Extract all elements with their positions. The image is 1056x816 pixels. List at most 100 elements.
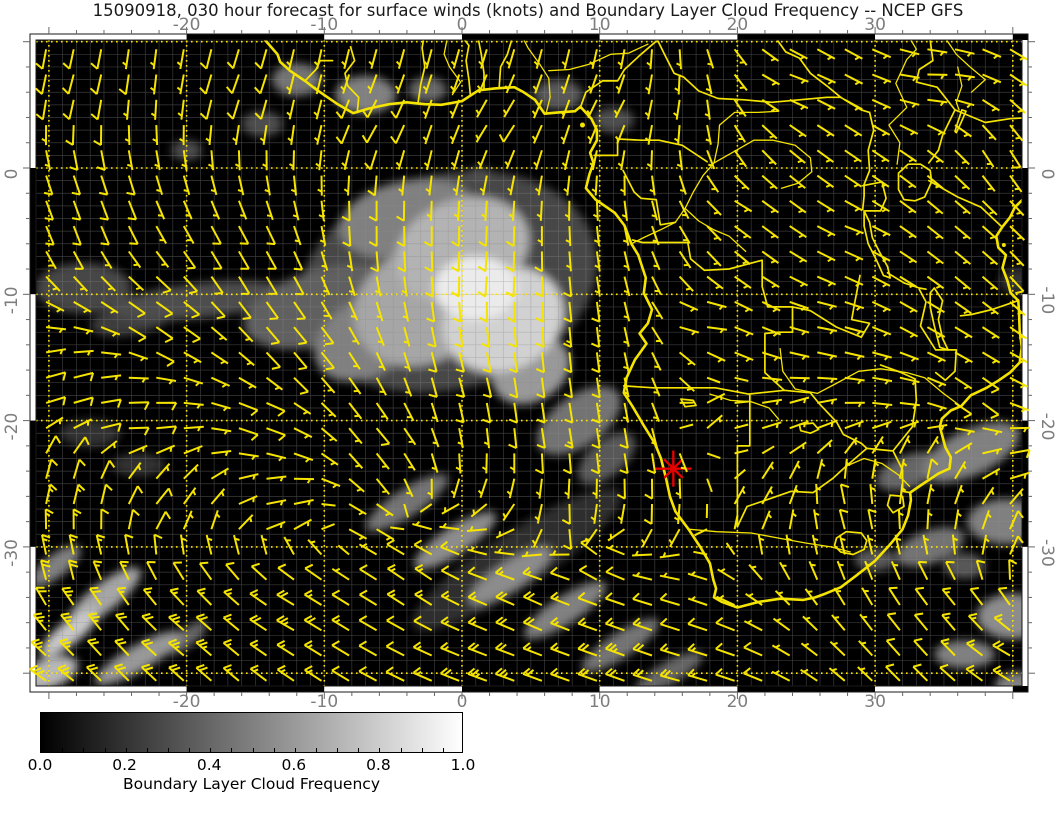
wind-barb: [789, 441, 807, 455]
wind-barb: [249, 664, 268, 682]
wind-barb: [733, 174, 750, 191]
wind-barb: [563, 276, 573, 298]
wind-barb: [761, 510, 773, 530]
country-border: [463, 40, 472, 96]
wind-barb: [965, 664, 984, 682]
frame-segment: [36, 34, 49, 40]
colorbar-minor-tick: [167, 748, 169, 752]
wind-barb: [734, 449, 749, 455]
wind-barb: [997, 586, 1011, 606]
wind-barb: [331, 589, 350, 606]
wind-barb: [534, 276, 544, 298]
wind-barb: [155, 487, 173, 505]
wind-barb: [40, 559, 51, 580]
wind-barb: [182, 250, 197, 270]
wind-barb: [646, 453, 657, 475]
wind-barb: [238, 225, 250, 245]
wind-barb: [561, 150, 571, 171]
wind-barb: [86, 663, 102, 682]
lake-outline: [897, 163, 933, 202]
wind-barb: [307, 539, 323, 556]
wind-barb: [828, 667, 846, 682]
wind-barb: [587, 74, 598, 94]
wind-barb: [672, 99, 681, 120]
wind-barb: [181, 150, 188, 171]
wind-barb: [453, 200, 461, 221]
wind-barb: [922, 534, 930, 555]
wind-barb: [564, 428, 574, 449]
bottom-axis-label: -10: [310, 692, 338, 712]
cloud-blob: [36, 655, 78, 686]
wind-barb: [177, 99, 185, 120]
wind-barb: [733, 99, 747, 117]
wind-barb: [101, 374, 122, 381]
wind-barb: [604, 667, 625, 682]
wind-barb: [196, 587, 213, 606]
wind-barb: [113, 663, 130, 682]
frame-segment: [30, 420, 36, 547]
wind-barb: [93, 125, 103, 146]
wind-barb: [522, 667, 543, 682]
wind-barb: [706, 326, 728, 334]
colorbar-minor-tick: [125, 748, 127, 752]
wind-barb: [1009, 225, 1026, 241]
colorbar-minor-tick: [400, 748, 402, 752]
wind-barb: [403, 503, 409, 518]
wind-barb: [368, 200, 378, 222]
right-axis-label: 0: [1037, 169, 1056, 180]
wind-barb: [479, 301, 489, 323]
wind-barb: [954, 427, 975, 436]
left-axis-label: -20: [2, 413, 22, 441]
wind-barb: [561, 503, 571, 525]
cloud-blob: [967, 498, 1022, 545]
wind-barb: [69, 150, 79, 171]
wind-barb: [183, 463, 199, 480]
wind-barb: [871, 174, 890, 188]
wind-barb: [771, 669, 791, 682]
wind-barb: [534, 503, 543, 524]
wind-barb: [288, 150, 295, 171]
wind-barb: [254, 99, 268, 120]
wind-barb: [743, 641, 763, 657]
cloud-blob: [533, 79, 584, 110]
wind-barb: [450, 251, 461, 273]
wind-barb: [1009, 326, 1028, 340]
wind-barb: [926, 174, 944, 190]
wind-barb: [428, 377, 438, 398]
wind-barb: [673, 503, 681, 524]
wind-barb: [90, 99, 103, 121]
wind-barb: [423, 226, 433, 247]
colorbar-minor-tick: [231, 748, 233, 752]
wind-barb: [183, 445, 203, 455]
wind-barb: [183, 301, 201, 319]
wind-barb: [100, 508, 110, 530]
wind-barb: [266, 475, 287, 482]
top-axis-label: 30: [864, 15, 886, 35]
wind-barb: [632, 550, 653, 557]
wind-barb: [502, 503, 516, 522]
wind-barb: [899, 376, 920, 386]
wind-barb: [926, 275, 945, 290]
colorbar-tick-label: 0.8: [366, 756, 391, 774]
wind-barb: [831, 614, 846, 631]
wind-barb: [927, 98, 948, 107]
wind-barb: [313, 99, 323, 120]
wind-barb: [403, 427, 417, 446]
wind-barb: [563, 327, 573, 349]
frame-segment: [324, 686, 462, 692]
wind-barb: [954, 73, 975, 82]
wind-barb: [836, 560, 846, 581]
wind-barb: [593, 225, 600, 247]
wind-barb: [127, 508, 140, 530]
wind-barb: [816, 124, 835, 137]
wind-barb: [341, 150, 351, 171]
wind-barb: [982, 427, 1003, 436]
wind-barb: [494, 566, 515, 581]
wind-barb: [927, 48, 948, 57]
wind-barb: [535, 478, 543, 499]
wind-barb: [674, 74, 681, 95]
wind-barb: [283, 536, 295, 555]
wind-barb: [331, 614, 350, 632]
wind-barb: [619, 428, 629, 449]
wind-barb: [591, 402, 601, 424]
